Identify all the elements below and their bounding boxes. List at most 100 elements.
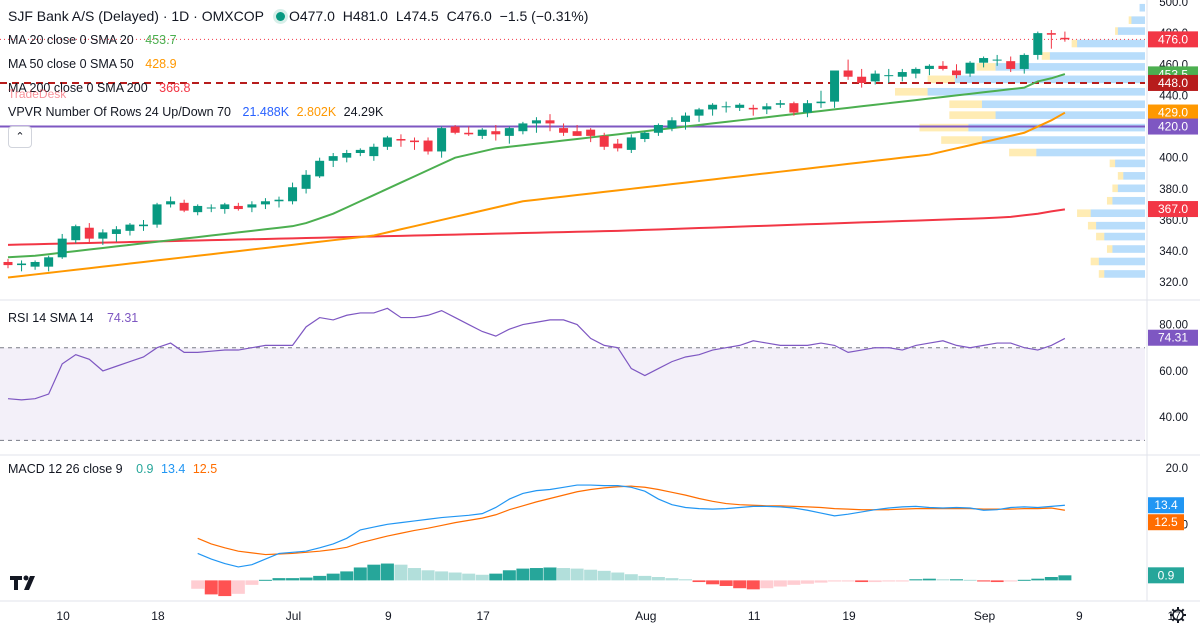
tradingview-logo-icon[interactable] — [8, 572, 42, 592]
volume-profile-up-bar — [995, 63, 1145, 71]
macd-histogram-bar — [502, 570, 516, 581]
volume-profile-up-bar — [1096, 221, 1145, 230]
x-tick-label: 18 — [151, 609, 165, 623]
macd-histogram-bar — [963, 579, 977, 581]
y-tick-label: 400.0 — [1159, 153, 1188, 165]
candle — [423, 137, 433, 155]
x-tick-label: Aug — [635, 609, 656, 623]
candle — [897, 68, 907, 82]
candle — [301, 170, 311, 194]
candle — [748, 104, 758, 116]
macd-histogram-bar — [706, 580, 720, 585]
candle — [640, 131, 650, 143]
y-tick-label: 380.0 — [1159, 184, 1188, 196]
candle — [166, 196, 176, 208]
candle — [735, 103, 745, 111]
macd-histogram-bar — [651, 577, 665, 581]
volume-profile-down-bar — [1077, 209, 1091, 218]
macd-histogram-bar — [218, 580, 232, 597]
volume-profile-down-bar — [1090, 257, 1099, 266]
candle — [437, 126, 447, 158]
volume-profile-down-bar — [1106, 245, 1113, 253]
svg-text:429.0: 429.0 — [1158, 106, 1188, 120]
macd-histogram-bar — [679, 579, 692, 581]
macd-histogram-bar — [516, 568, 530, 581]
candle — [84, 223, 94, 244]
svg-text:367.0: 367.0 — [1158, 202, 1188, 216]
macd-histogram-bar — [1058, 575, 1072, 581]
macd-histogram-bar — [828, 580, 842, 582]
macd-legend[interactable]: MACD 12 26 close 9 0.9 13.4 12.5 — [8, 462, 218, 476]
macd-histogram-bar — [868, 580, 882, 583]
candle — [206, 204, 216, 213]
volume-profile-down-bar — [949, 111, 996, 119]
volume-profile-down-bar — [1106, 196, 1113, 205]
macd-histogram-bar — [990, 580, 1004, 583]
candle — [911, 67, 921, 79]
volume-profile-down-bar — [1071, 39, 1078, 48]
candle — [762, 103, 772, 115]
volume-profile-up-bar — [1104, 232, 1145, 241]
macd-line-value: 13.4 — [161, 462, 186, 476]
candle — [274, 196, 284, 208]
candle — [152, 202, 162, 228]
vpvr-up-value: 21.488K — [242, 105, 290, 119]
ma20-legend[interactable]: MA 20 close 0 SMA 20 453.7 — [8, 33, 177, 47]
candle — [626, 134, 636, 154]
collapse-legend-button[interactable]: ⌃ — [8, 126, 32, 148]
candle — [613, 138, 623, 152]
candle — [30, 260, 40, 270]
candle — [139, 219, 148, 231]
volume-profile-up-bar — [995, 111, 1145, 119]
volume-profile-down-bar — [1041, 52, 1050, 60]
macd-signal-value: 12.5 — [192, 462, 218, 476]
candle — [71, 224, 81, 244]
candle — [179, 199, 189, 213]
volume-profile-up-bar — [1112, 196, 1145, 205]
candle — [504, 126, 514, 144]
vpvr-legend[interactable]: VPVR Number Of Rows 24 Up/Down 70 21.488… — [8, 105, 384, 119]
candle — [694, 107, 704, 122]
price-badge: 476.0 — [1148, 31, 1198, 48]
candle — [531, 117, 541, 133]
candle — [17, 260, 27, 272]
macd-histogram-bar — [1004, 580, 1018, 582]
candle — [328, 153, 338, 168]
ma50-legend[interactable]: MA 50 close 0 SMA 50 428.9 — [8, 57, 177, 71]
candle — [233, 202, 243, 211]
macd-histogram-bar — [692, 580, 706, 583]
candle — [111, 226, 121, 242]
candle — [491, 124, 501, 141]
volume-profile-down-bar — [1087, 221, 1097, 230]
ma50-value: 428.9 — [145, 57, 177, 71]
rsi-band — [0, 347, 1145, 441]
ma200-line — [7, 208, 1066, 246]
candle — [3, 258, 13, 269]
macd-histogram-bar — [380, 563, 394, 581]
rsi-legend[interactable]: RSI 14 SMA 14 74.31 — [8, 311, 139, 325]
macd-histogram-bar — [895, 580, 909, 582]
volume-profile — [895, 3, 1145, 278]
candle — [545, 114, 555, 132]
volume-profile-up-bar — [1104, 270, 1145, 278]
macd-histogram-bar — [1017, 579, 1031, 581]
candle — [681, 112, 690, 130]
macd-histogram-bar — [787, 580, 801, 585]
ma200-legend[interactable]: MA 200 close 0 SMA 200 366.8 — [8, 81, 191, 95]
settings-gear-icon[interactable] — [1170, 607, 1186, 623]
y-tick-label: 440.0 — [1159, 90, 1188, 102]
macd-hist-value: 0.9 — [136, 462, 154, 476]
candle — [653, 123, 663, 136]
change-value: −1.5 (−0.31%) — [499, 8, 589, 24]
candle — [464, 126, 474, 136]
volume-profile-up-bar — [968, 123, 1145, 132]
candle — [816, 90, 826, 108]
rsi-line — [7, 307, 1066, 401]
volume-profile-up-bar — [1139, 3, 1145, 12]
candle — [857, 68, 867, 88]
macd-histogram-bar — [733, 580, 747, 589]
macd-line — [197, 484, 1065, 568]
candle — [586, 128, 596, 143]
macd-histogram-bar — [489, 573, 503, 581]
